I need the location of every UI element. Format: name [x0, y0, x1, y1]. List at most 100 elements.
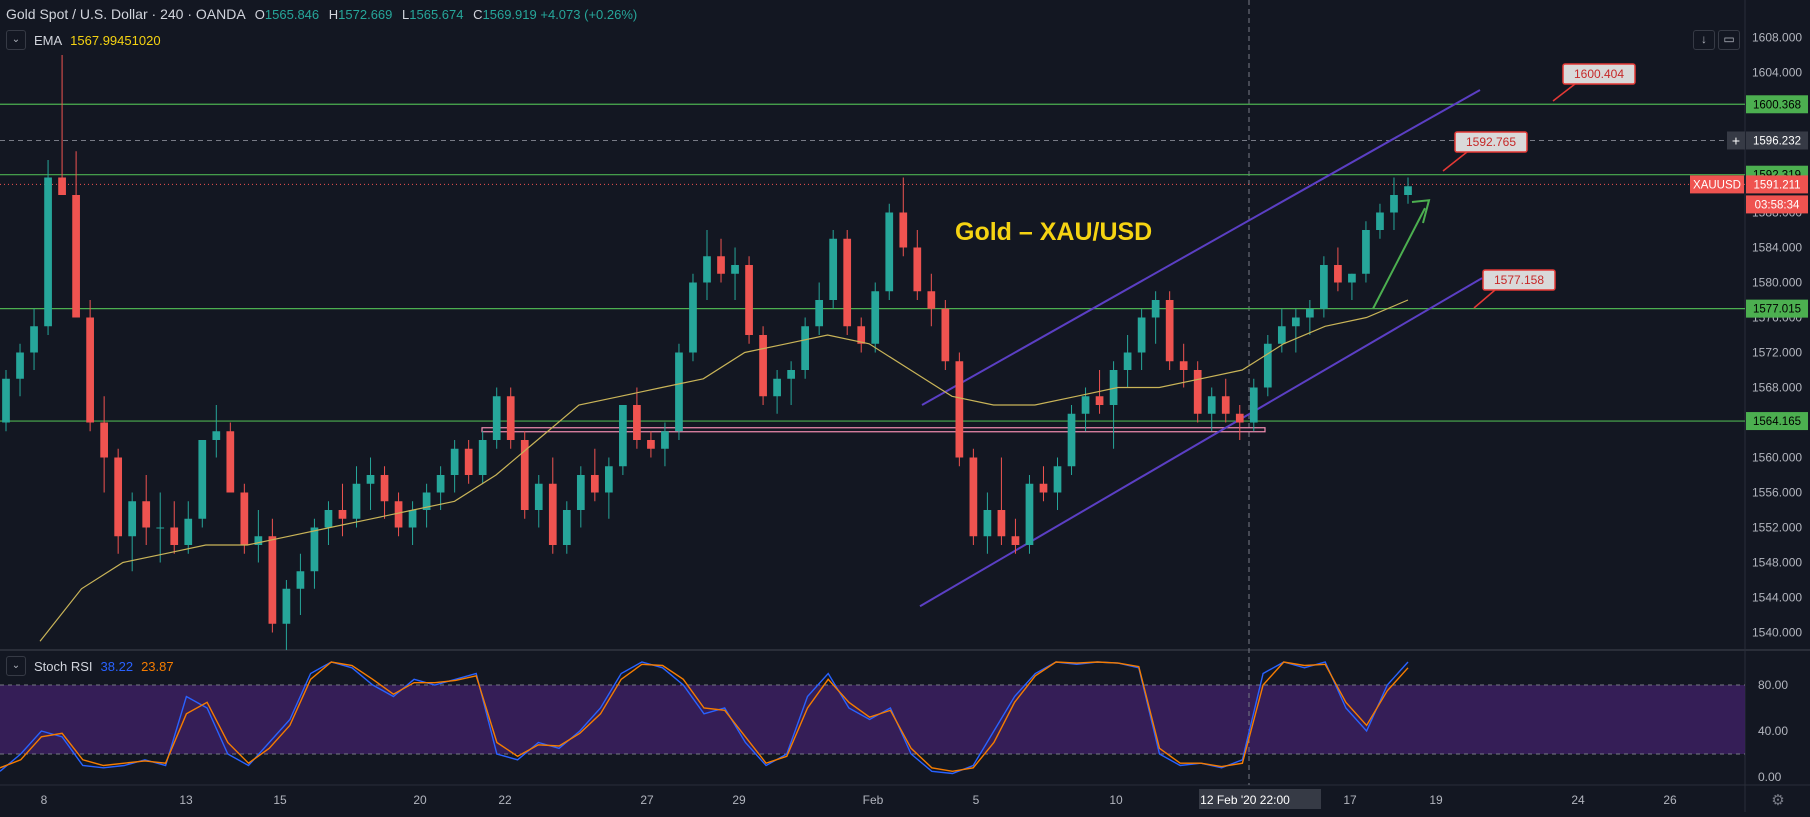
- y-tick-label: 1560.000: [1752, 451, 1802, 465]
- x-tick-label: 26: [1663, 793, 1677, 807]
- candle-body: [198, 440, 207, 519]
- channel-lower-line[interactable]: [919, 277, 1483, 608]
- y-tick-label: 1572.000: [1752, 346, 1802, 360]
- candle-body: [1123, 352, 1132, 370]
- crosshair-add-icon[interactable]: [1727, 131, 1745, 150]
- x-tick-label: 12 Feb '20 22:00: [1200, 793, 1290, 807]
- ema-value: 1567.99451020: [70, 32, 161, 48]
- y-tick-label: 1544.000: [1752, 591, 1802, 605]
- candle-body: [1404, 186, 1412, 195]
- candle-body: [2, 378, 10, 423]
- candle-body: [310, 527, 319, 572]
- candle-body: [296, 571, 305, 589]
- open-value: 1565.846: [264, 7, 320, 22]
- x-tick-label: 22: [498, 793, 512, 807]
- candle-body: [1320, 265, 1328, 309]
- candle-body: [801, 326, 809, 370]
- candle-body: [464, 448, 473, 475]
- candle-body: [226, 431, 235, 493]
- callout-text: 1600.404: [1574, 67, 1624, 81]
- candle-body: [478, 440, 487, 475]
- candle-body: [576, 475, 585, 510]
- y-tick-label: 1580.000: [1752, 276, 1802, 290]
- price-label-text: XAUUSD: [1693, 179, 1741, 191]
- callout-box[interactable]: [1454, 131, 1528, 153]
- candle-body: [1277, 326, 1286, 344]
- candle-body: [128, 501, 137, 537]
- exchange-label: OANDA: [195, 6, 245, 22]
- candle-body: [857, 326, 866, 344]
- stoch-tick-label: 40.00: [1758, 724, 1788, 738]
- x-tick-label: 10: [1109, 793, 1123, 807]
- candle-body: [450, 448, 459, 475]
- candle-body: [548, 483, 557, 545]
- candle-body: [675, 352, 683, 432]
- price-label-box: [1746, 95, 1808, 114]
- candle-body: [899, 212, 908, 248]
- support-zone-rect[interactable]: [481, 427, 1266, 433]
- stoch-d-value: 23.87: [141, 658, 174, 674]
- candle-body: [520, 440, 529, 510]
- candle-body: [408, 510, 417, 528]
- trend-arrow: [1372, 207, 1426, 310]
- candle-body: [1067, 413, 1076, 467]
- y-tick-label: 1540.000: [1752, 626, 1802, 640]
- stoch-toggle-icon[interactable]: ⌄: [6, 656, 26, 676]
- candle-body: [282, 588, 291, 624]
- y-tick-label: 1604.000: [1752, 66, 1802, 80]
- symbol-name[interactable]: Gold Spot / U.S. Dollar: [6, 6, 148, 22]
- high-key: H: [328, 7, 339, 22]
- interval-label[interactable]: 240: [160, 6, 184, 22]
- maximize-pane-icon[interactable]: ▭: [1718, 30, 1740, 50]
- candle-body: [324, 510, 333, 528]
- collapse-pane-icon[interactable]: ↓: [1693, 30, 1715, 50]
- candle-body: [1390, 195, 1398, 213]
- candle-body: [1221, 396, 1230, 414]
- callout-text: 1592.765: [1466, 135, 1516, 149]
- candle-body: [100, 422, 108, 458]
- candle-body: [927, 291, 936, 309]
- y-tick-label: 1568.000: [1752, 381, 1802, 395]
- candle-body: [562, 510, 571, 545]
- x-tick-label: 19: [1429, 793, 1443, 807]
- candle-body: [1207, 396, 1216, 414]
- ema-line: [39, 299, 1409, 642]
- settings-gear-icon[interactable]: ⚙: [1771, 792, 1784, 809]
- stoch-tick-label: 0.00: [1758, 770, 1782, 784]
- candle-body: [506, 396, 515, 440]
- candle-body: [16, 352, 24, 379]
- candle-body: [58, 177, 66, 195]
- plus-icon[interactable]: +: [1732, 132, 1740, 148]
- stoch-legend[interactable]: ⌄ Stoch RSI 38.22 23.87: [6, 656, 174, 676]
- candle-body: [619, 405, 627, 467]
- callout-box[interactable]: [1482, 269, 1556, 291]
- callout-pointer: [1473, 289, 1496, 309]
- candle-body: [969, 457, 978, 537]
- callout-box[interactable]: [1562, 63, 1636, 85]
- x-tick-label: 8: [41, 793, 48, 807]
- stoch-k-line: [0, 661, 1409, 775]
- candle-body: [1011, 536, 1020, 545]
- candle-body: [1376, 212, 1384, 230]
- candle-body: [44, 177, 52, 327]
- candle-body: [142, 501, 151, 528]
- candle-body: [1334, 265, 1342, 283]
- price-label-box: [1746, 175, 1808, 194]
- channel-upper-line[interactable]: [921, 89, 1481, 406]
- candle-body: [394, 501, 403, 528]
- candle-body: [829, 238, 838, 300]
- chart-header: Gold Spot / U.S. Dollar · 240 · OANDA O1…: [6, 6, 637, 22]
- candle-body: [268, 536, 277, 624]
- ema-toggle-icon[interactable]: ⌄: [6, 30, 26, 50]
- candle-body: [773, 378, 781, 397]
- ema-legend[interactable]: ⌄ EMA 1567.99451020: [6, 30, 161, 50]
- candle-body: [30, 326, 38, 353]
- low-value: 1565.674: [409, 7, 464, 22]
- low-key: L: [402, 7, 410, 22]
- separator-1: ·: [151, 6, 157, 22]
- candle-body: [1235, 413, 1244, 423]
- price-label-text: 1564.165: [1753, 416, 1801, 428]
- x-tick-label: 24: [1571, 793, 1585, 807]
